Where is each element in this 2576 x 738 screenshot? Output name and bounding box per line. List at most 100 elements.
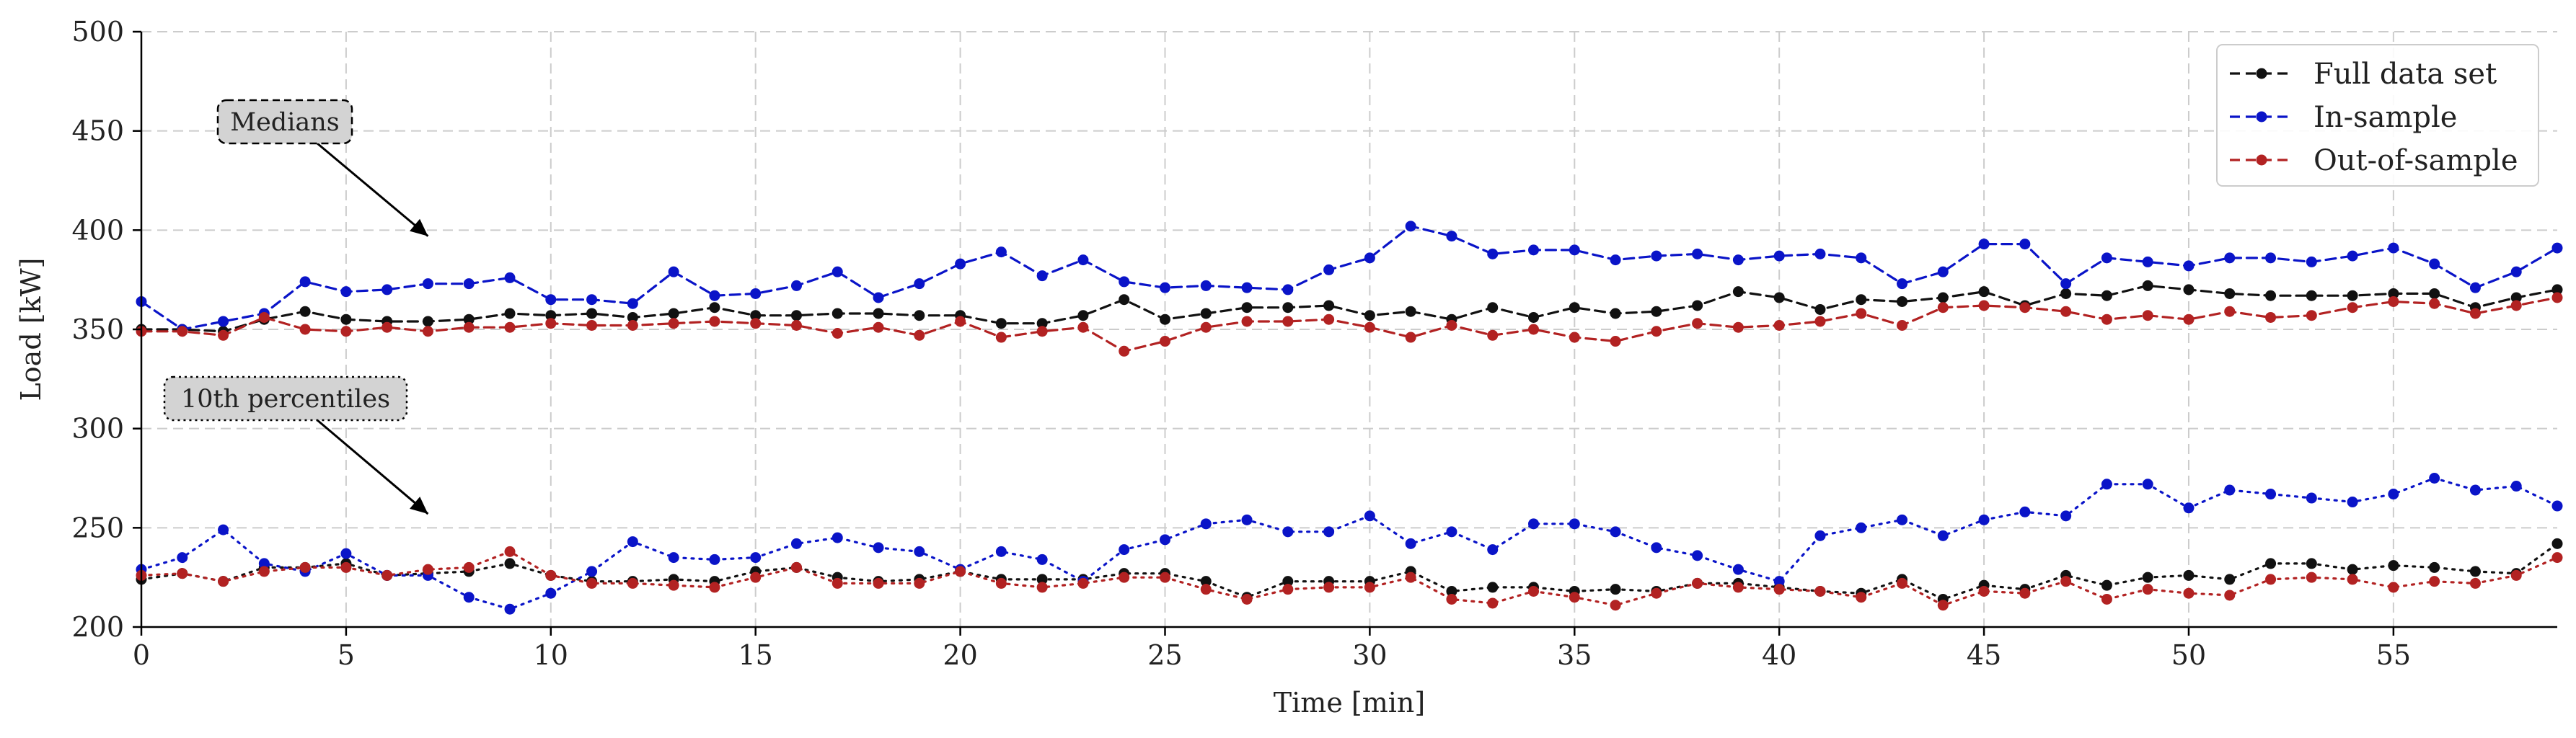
data-point: [1856, 294, 1867, 306]
data-point: [2101, 290, 2112, 301]
legend-marker: [2256, 111, 2267, 123]
y-tick-label: 250: [71, 512, 124, 543]
series-median-0: [136, 280, 2563, 337]
data-point: [2224, 484, 2236, 496]
data-point: [1692, 550, 1703, 561]
data-point: [1077, 321, 1089, 333]
data-point: [2388, 560, 2399, 572]
data-point: [668, 266, 679, 277]
data-point: [1814, 248, 1826, 259]
y-tick-label: 500: [71, 16, 124, 48]
data-point: [1978, 300, 1990, 311]
data-point: [2469, 566, 2481, 577]
data-point: [1077, 310, 1089, 321]
data-point: [299, 276, 311, 288]
data-point: [1241, 514, 1253, 525]
series-line: [140, 296, 2559, 353]
data-point: [1897, 319, 1908, 331]
tick-labels: 0 5 10 15 20 25 30 35 40 45 50 55 200 250 300 350 400 450…: [71, 16, 2411, 671]
data-point: [790, 319, 802, 331]
data-point: [2388, 242, 2399, 254]
data-point: [1119, 345, 1130, 357]
data-point: [1241, 302, 1253, 314]
data-point: [1159, 572, 1170, 583]
series-median-2: [136, 292, 2563, 357]
data-point: [463, 278, 475, 290]
annotation-label: 10th percentiles: [181, 385, 390, 414]
data-point: [586, 319, 598, 331]
data-point: [1119, 572, 1130, 583]
data-point: [1651, 250, 1662, 262]
data-point: [1159, 336, 1170, 347]
data-point: [2019, 587, 2031, 599]
data-point: [1405, 332, 1416, 343]
data-point: [2510, 266, 2522, 277]
x-tick-label: 0: [133, 639, 150, 671]
data-point: [177, 568, 188, 579]
data-point: [873, 308, 884, 319]
legend-marker: [2256, 68, 2267, 79]
data-point: [299, 324, 311, 335]
data-point: [586, 308, 598, 319]
data-point: [668, 579, 679, 591]
data-point: [1651, 587, 1662, 599]
data-point: [1732, 564, 1744, 575]
data-point: [2388, 295, 2399, 307]
data-point: [299, 306, 311, 317]
x-tick-label: 5: [338, 639, 355, 671]
data-point: [1937, 600, 1949, 611]
annotation-arrow-line: [317, 419, 429, 515]
legend-box: [2216, 44, 2539, 187]
data-point: [1732, 321, 1744, 333]
data-point: [1692, 577, 1703, 589]
data-point: [2060, 576, 2072, 587]
data-point: [1405, 572, 1416, 583]
data-point: [422, 278, 433, 290]
data-point: [1651, 326, 1662, 337]
data-point: [1610, 600, 1621, 611]
data-point: [1610, 526, 1621, 538]
data-point: [2347, 302, 2358, 314]
data-point: [914, 310, 925, 321]
data-point: [1364, 510, 1375, 522]
data-point: [627, 319, 638, 331]
data-point: [995, 318, 1007, 329]
data-point: [1119, 544, 1130, 556]
data-point: [2060, 306, 2072, 317]
data-point: [2551, 292, 2563, 303]
data-point: [2388, 582, 2399, 593]
data-point: [2101, 579, 2112, 591]
data-point: [2347, 574, 2358, 585]
data-point: [2265, 558, 2277, 569]
data-point: [790, 561, 802, 573]
data-point: [2224, 574, 2236, 585]
data-point: [1814, 530, 1826, 541]
data-point: [1528, 518, 1540, 530]
data-point: [2347, 564, 2358, 575]
data-point: [709, 554, 720, 565]
data-point: [2429, 288, 2440, 299]
data-point: [1528, 324, 1540, 335]
data-point: [2469, 282, 2481, 293]
data-point: [586, 294, 598, 306]
data-point: [504, 603, 516, 615]
data-point: [1856, 308, 1867, 319]
data-point: [340, 314, 352, 325]
data-point: [2101, 252, 2112, 264]
data-point: [1446, 319, 1457, 331]
data-point: [1937, 302, 1949, 314]
data-point: [2469, 577, 2481, 589]
data-point: [1282, 284, 1294, 295]
data-point: [1692, 248, 1703, 259]
legend: Full data set In-sample Out-of-sample: [2216, 44, 2539, 187]
data-point: [2306, 558, 2317, 569]
data-point: [1159, 282, 1170, 293]
legend-entry: Full data set: [2230, 58, 2497, 91]
annotation-box: [163, 375, 408, 422]
data-point: [2510, 569, 2522, 581]
data-point: [832, 577, 843, 589]
data-point: [1119, 276, 1130, 288]
data-point: [2551, 284, 2563, 295]
data-point: [2183, 260, 2195, 272]
